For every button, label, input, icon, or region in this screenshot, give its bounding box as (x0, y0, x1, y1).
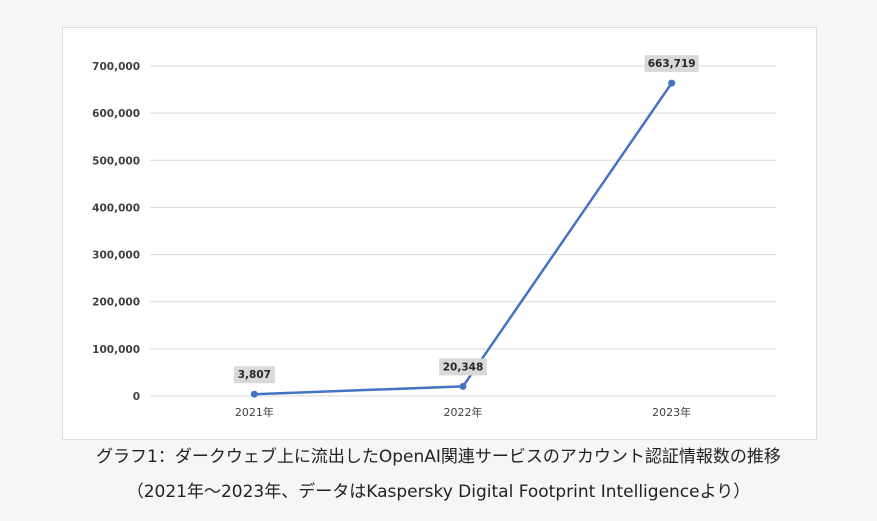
data-label: 663,719 (648, 58, 696, 70)
y-tick-label: 100,000 (92, 344, 140, 356)
y-axis-tick-labels: 0 100,000 200,000 300,000 400,000 500,000 600,… (92, 61, 140, 403)
x-axis-tick-labels: 2021年 2022年 2023年 (235, 405, 691, 419)
data-labels: 3,807 20,348 663,719 (233, 55, 699, 384)
y-tick-label: 500,000 (92, 155, 140, 167)
data-point (459, 382, 467, 390)
y-tick-label: 400,000 (92, 202, 140, 214)
data-points (250, 79, 676, 398)
x-tick-label: 2023年 (652, 405, 691, 419)
chart-caption-title: グラフ1：ダークウェブ上に流出したOpenAI関連サービスのアカウント認証情報数… (96, 447, 781, 467)
gridlines (150, 65, 776, 397)
chart-card: 0 100,000 200,000 300,000 400,000 500,000 600,… (62, 27, 817, 440)
data-label: 20,348 (443, 361, 484, 373)
y-tick-label: 700,000 (92, 61, 140, 73)
data-label-box (439, 358, 487, 376)
data-point (668, 79, 676, 87)
chart-caption-source: （2021年～2023年、データはKaspersky Digital Footp… (126, 482, 751, 502)
series-line-path (253, 81, 673, 396)
data-label-box (644, 55, 699, 73)
x-tick-label: 2022年 (444, 405, 483, 419)
line-chart: 0 100,000 200,000 300,000 400,000 500,000 600,… (92, 55, 776, 419)
y-tick-label: 200,000 (92, 297, 140, 309)
y-tick-label: 300,000 (92, 250, 140, 262)
data-point (250, 390, 258, 398)
y-tick-label: 600,000 (92, 108, 140, 120)
data-label-box (233, 366, 275, 384)
x-tick-label: 2021年 (235, 405, 274, 419)
data-label: 3,807 (238, 369, 271, 381)
series-line (253, 81, 673, 396)
y-tick-label: 0 (133, 391, 140, 403)
